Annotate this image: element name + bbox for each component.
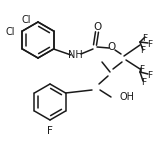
Text: O: O bbox=[108, 42, 116, 52]
Text: F: F bbox=[141, 78, 147, 86]
Text: O: O bbox=[94, 22, 102, 32]
Text: Cl: Cl bbox=[21, 15, 31, 25]
Text: F: F bbox=[47, 126, 53, 136]
Text: F: F bbox=[147, 70, 153, 80]
Text: F: F bbox=[139, 64, 145, 74]
Text: Cl: Cl bbox=[6, 27, 15, 37]
Text: F: F bbox=[142, 34, 148, 42]
Text: F: F bbox=[140, 45, 146, 55]
Text: F: F bbox=[147, 39, 153, 49]
Text: OH: OH bbox=[119, 92, 134, 102]
Text: NH: NH bbox=[68, 50, 82, 60]
